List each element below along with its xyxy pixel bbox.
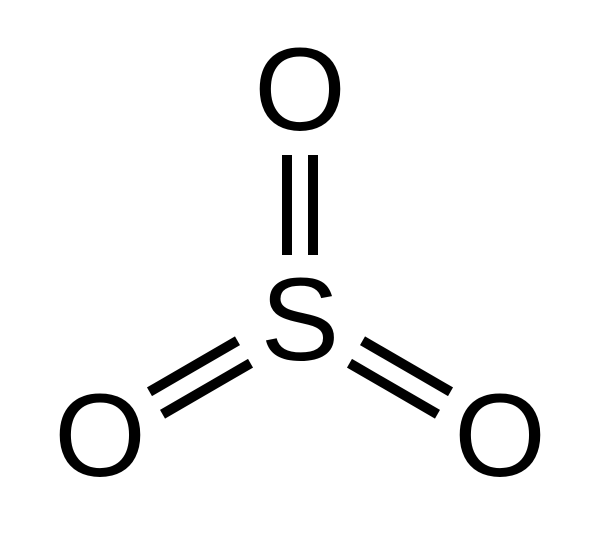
double-bond: [287, 155, 313, 255]
atom-s: S: [261, 254, 340, 386]
atom-o2: O: [54, 370, 146, 502]
atom-o3: O: [454, 370, 546, 502]
double-bond: [149, 341, 250, 414]
molecule-diagram: SO O O: [0, 0, 600, 552]
double-bond: [349, 341, 450, 414]
atom-o1: O: [254, 24, 346, 156]
